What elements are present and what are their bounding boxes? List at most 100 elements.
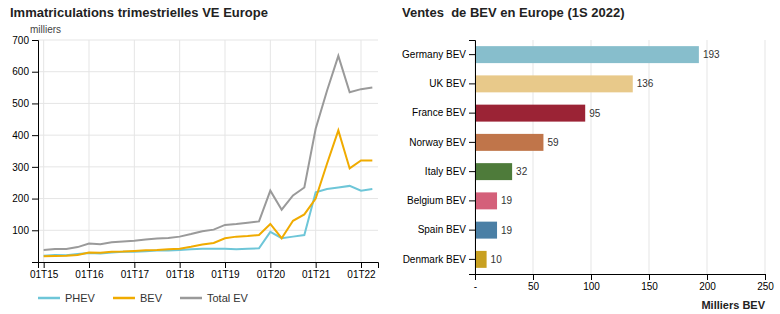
grid-line [179, 40, 180, 262]
bar [475, 75, 633, 92]
series-line [44, 130, 373, 256]
grid-line [315, 40, 316, 262]
x-tick-label: 250 [757, 281, 774, 292]
y-tick-label: Belgium BEV [407, 195, 466, 206]
y-tick: 500 [12, 98, 38, 109]
series-line [44, 56, 373, 250]
grid-line [765, 40, 766, 274]
grid-line [270, 40, 271, 262]
x-tick-label: 01T18 [166, 269, 195, 280]
bar [475, 192, 497, 209]
tick-mark [469, 200, 475, 201]
chart-title: Immatriculations trimestrielles VE Europ… [10, 5, 268, 20]
grid-line [533, 40, 534, 274]
tick-mark [32, 72, 38, 73]
legend-swatch [180, 297, 202, 300]
grid-line [225, 40, 226, 262]
grid-line [361, 40, 362, 262]
y-tick-label: 600 [12, 66, 29, 77]
y-tick-label: 400 [12, 130, 29, 141]
y-tick-label: France BEV [412, 107, 466, 118]
x-tick: 200 [699, 274, 716, 292]
y-tick-label: Denmark BEV [403, 254, 467, 265]
x-tick: - [474, 274, 477, 292]
x-axis: -50100150200250 [474, 274, 774, 292]
x-tick: 150 [641, 274, 658, 292]
x-tick-label: 01T20 [257, 269, 286, 280]
y-tick-label: Norway BEV [409, 137, 466, 148]
y-tick-label: 200 [12, 193, 29, 204]
y-tick: Spain BEV [418, 224, 475, 235]
y-tick-label: Germany BEV [402, 49, 466, 60]
chart-title: Ventes de BEV en Europe (1S 2022) [402, 5, 625, 20]
axis-line [476, 275, 766, 281]
x-tick: 01T17 [121, 262, 150, 280]
y-tick: 600 [12, 66, 38, 77]
x-tick: 01T19 [211, 262, 240, 280]
y-axis: Germany BEV UK BEV France BEV Norway BEV Ita… [402, 41, 475, 275]
grid-line [591, 40, 592, 274]
legend-label: PHEV [65, 292, 96, 304]
legend-swatch [38, 297, 60, 300]
series-line [44, 186, 373, 256]
y-tick: 200 [12, 193, 38, 204]
axis-line [469, 41, 476, 275]
axis-line [32, 41, 39, 263]
tick-mark [533, 274, 534, 280]
tick-mark [469, 259, 475, 260]
bar [475, 46, 699, 63]
y-tick-label: 300 [12, 162, 29, 173]
y-tick: 400 [12, 130, 38, 141]
tick-mark [32, 230, 38, 231]
y-axis: 100 200 300 400 500 600 700 [12, 35, 38, 263]
y-tick: 700 [12, 35, 38, 46]
x-tick-label: 01T15 [30, 269, 59, 280]
y-tick-label: UK BEV [429, 78, 466, 89]
tick-mark [32, 135, 38, 136]
bar [475, 134, 543, 151]
x-axis: 01T1501T1601T1701T1801T1901T2001T2101T22 [30, 262, 379, 280]
y-tick: Germany BEV [402, 49, 475, 60]
tick-mark [270, 262, 271, 268]
grid-line [649, 40, 650, 274]
tick-mark [649, 274, 650, 280]
bar [475, 251, 487, 268]
legend-item: BEV [113, 292, 163, 304]
x-tick-label: 100 [583, 281, 600, 292]
y-tick: 300 [12, 162, 38, 173]
axis-line [39, 263, 379, 269]
tick-mark [469, 54, 475, 55]
x-axis-label: Milliers BEV [701, 299, 765, 311]
data-label: 193 [703, 49, 720, 60]
x-tick: 01T22 [347, 262, 376, 280]
line-panel: 01T1501T1601T1701T1801T1901T2001T2101T22… [12, 35, 378, 280]
y-tick: France BEV [412, 107, 475, 118]
x-tick-label: 200 [699, 281, 716, 292]
y-tick: Italy BEV [425, 166, 475, 177]
data-labels: 193136955932191910 [491, 49, 720, 265]
bar-panel: 193136955932191910-50100150200250Germany… [402, 40, 774, 292]
tick-mark [32, 40, 38, 41]
x-tick: 100 [583, 274, 600, 292]
data-label: 95 [589, 108, 601, 119]
grid-line [134, 40, 135, 262]
bar [475, 105, 585, 122]
tick-mark [32, 103, 38, 104]
y-tick-label: 100 [12, 225, 29, 236]
x-tick: 01T21 [302, 262, 331, 280]
y-tick: Norway BEV [409, 137, 475, 148]
tick-mark [361, 262, 362, 268]
x-tick: 01T15 [30, 262, 59, 280]
x-tick-label: 150 [641, 281, 658, 292]
legend-swatch [113, 297, 135, 300]
grid [475, 40, 765, 274]
tick-mark [44, 262, 45, 268]
tick-mark [180, 262, 181, 268]
y-tick: UK BEV [429, 78, 475, 89]
plot-area [44, 56, 373, 256]
legend-label: BEV [140, 292, 163, 304]
y-tick-label: Italy BEV [425, 166, 466, 177]
x-tick-label: - [474, 281, 477, 292]
y-tick-label: 700 [12, 35, 29, 46]
y-axis-label: milliers [30, 24, 61, 35]
